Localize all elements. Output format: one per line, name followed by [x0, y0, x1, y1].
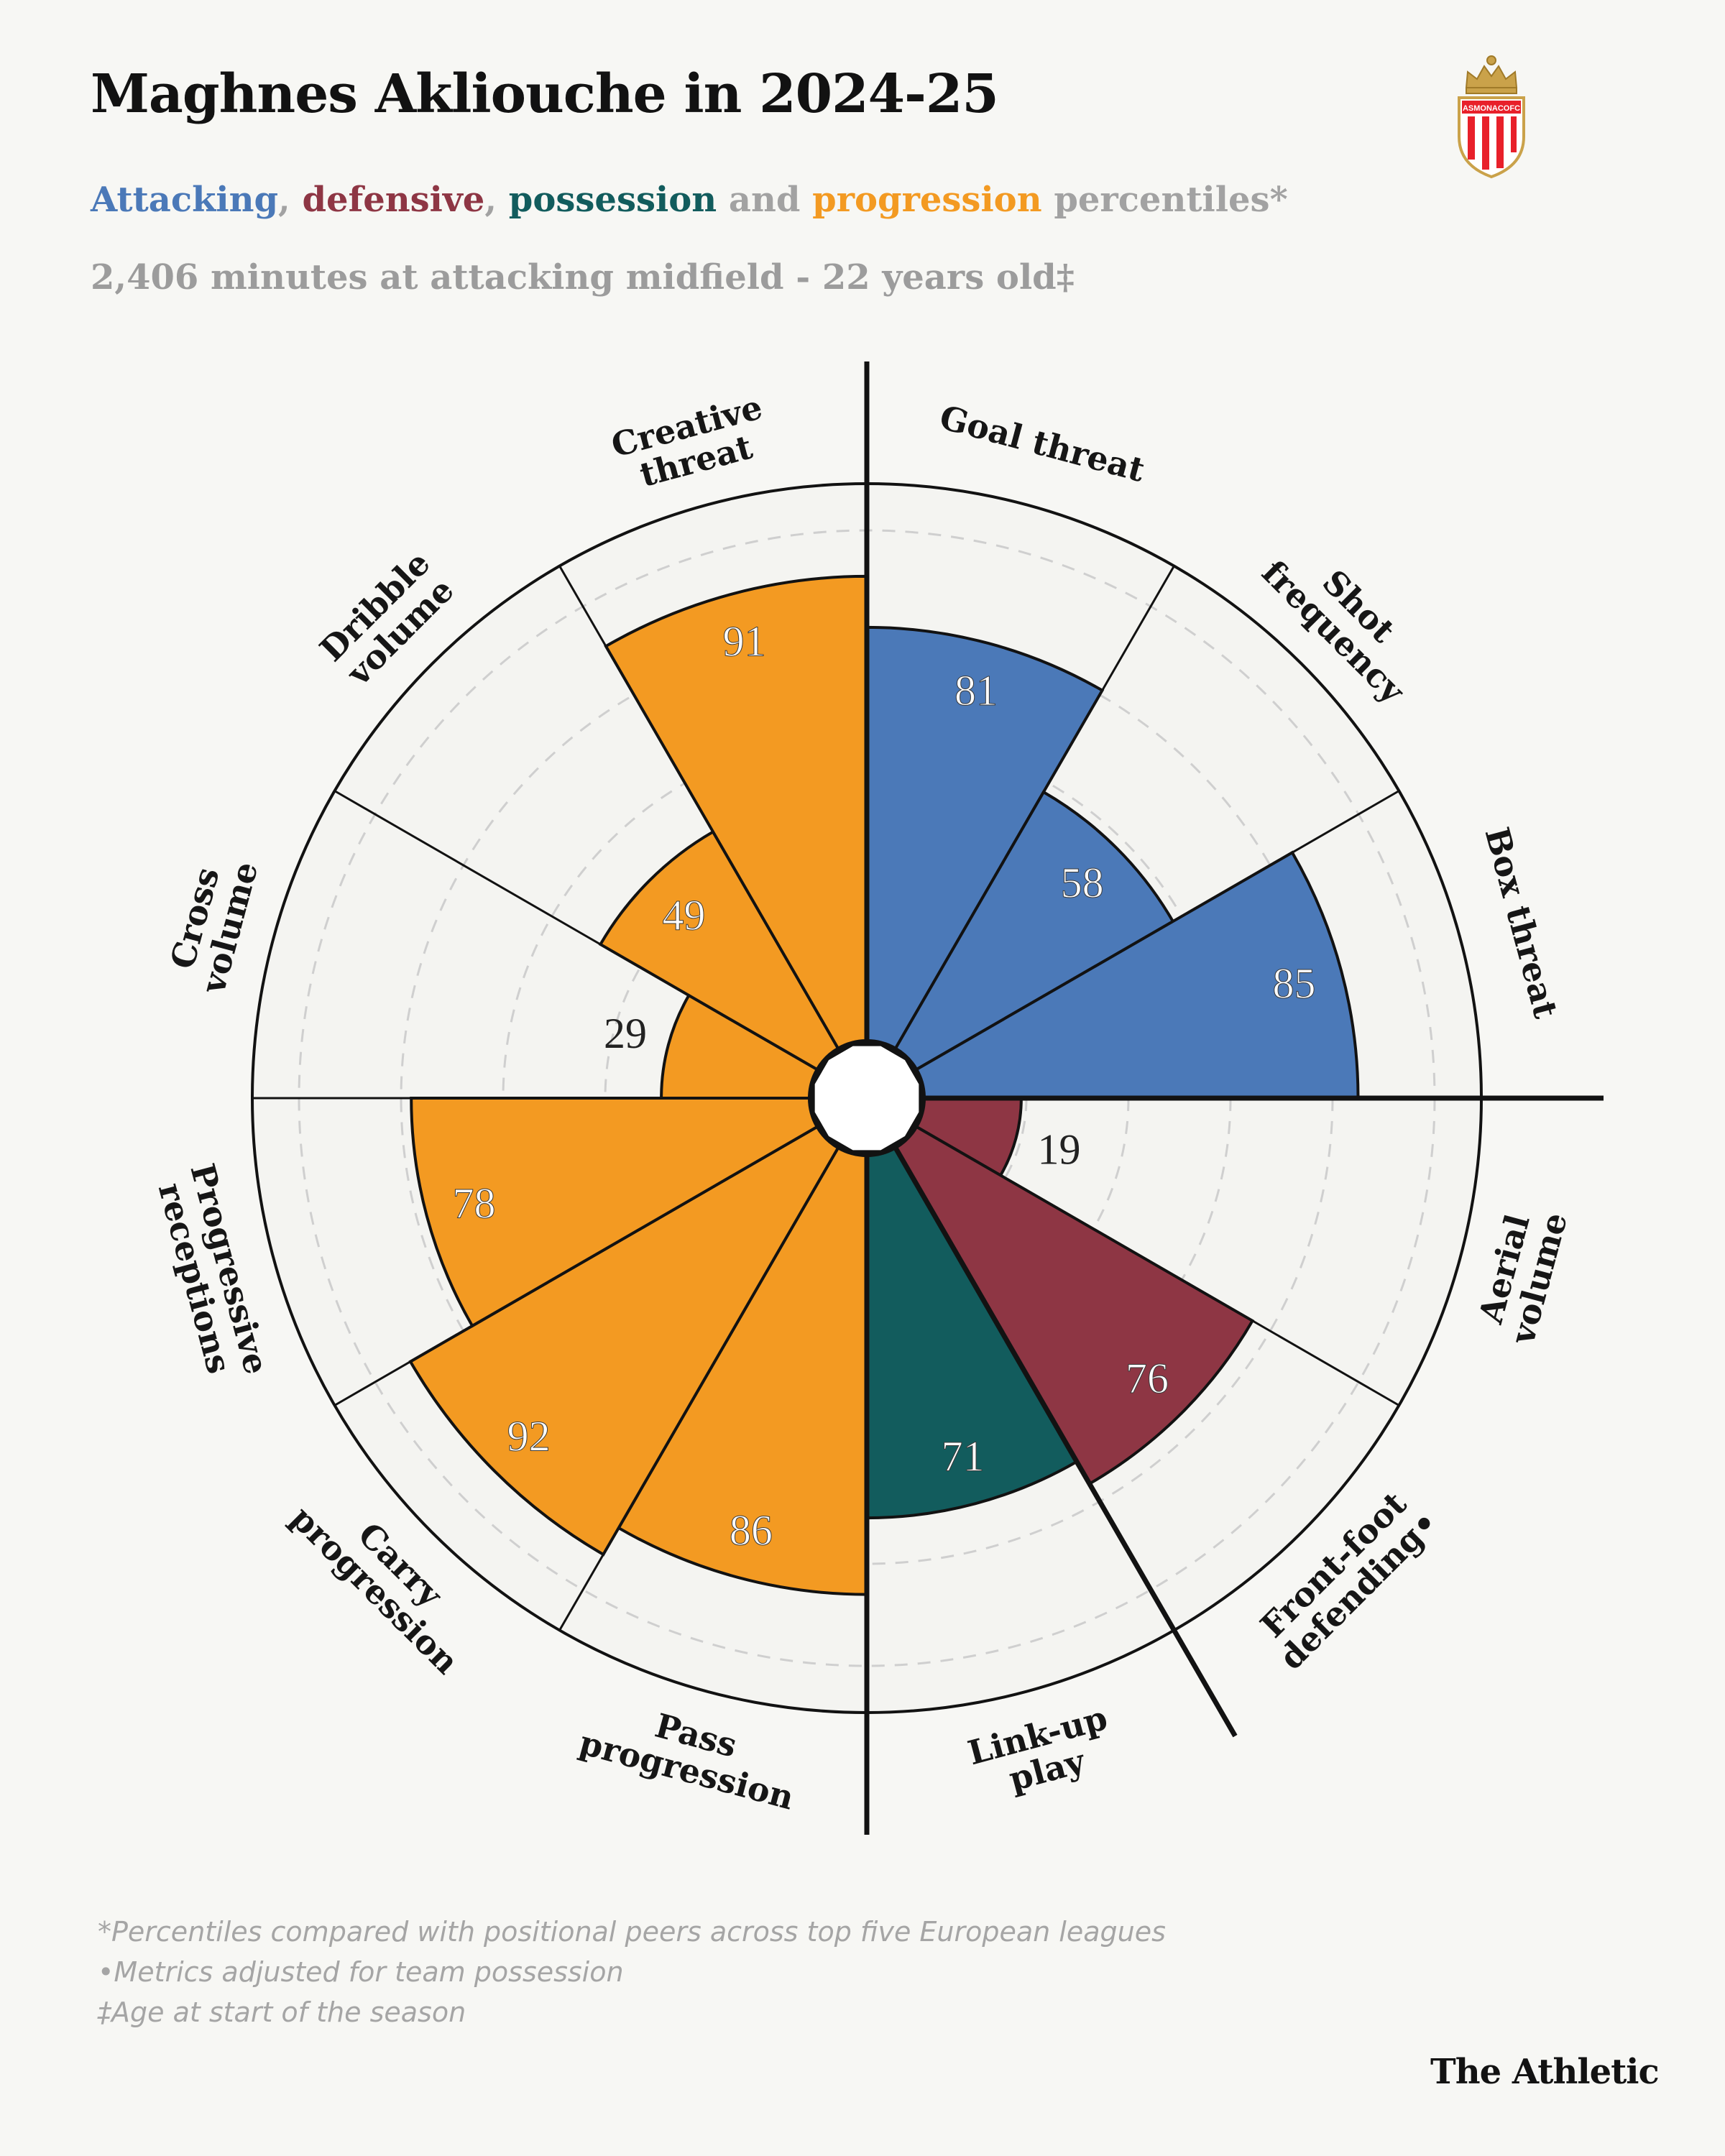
bar-box-threat: [914, 850, 1360, 1100]
sector-divider: [558, 1147, 840, 1631]
footnote-adjusted: •Metrics adjusted for team possession: [98, 1956, 624, 1988]
club-crest-icon: ASMONACOFC: [1458, 55, 1525, 179]
bar-goal-threat: [865, 625, 1105, 1051]
sector-divider: [334, 790, 818, 1071]
value-label: 49: [663, 892, 706, 939]
minutes-line: 2,406 minutes at attacking midfield - 22…: [91, 257, 1075, 298]
value-label: 71: [942, 1433, 985, 1480]
subtitle-sep: ,: [278, 180, 290, 220]
subtitle-progression: progression: [812, 180, 1042, 220]
footnotes: *Percentiles compared with positional pe…: [98, 1912, 1166, 2032]
sector-divider: [558, 565, 840, 1049]
sector-divider: [894, 565, 1175, 1049]
category-label: Box threat: [1478, 823, 1566, 1023]
crest-text: ASMONACOFC: [1463, 104, 1520, 113]
publisher-logo: The Athletic: [1430, 2052, 1660, 2092]
footnote-age: ‡Age at start of the season: [98, 1996, 466, 2028]
bar-pass-progression: [616, 1146, 868, 1596]
subtitle-possession: possession: [508, 180, 717, 220]
chart-subtitle: Attacking, defensive, possession and pro…: [91, 180, 1288, 220]
center-hub: [810, 1041, 924, 1155]
value-label: 29: [604, 1010, 647, 1057]
value-label: 19: [1037, 1126, 1080, 1174]
value-label: 58: [1061, 859, 1104, 906]
subtitle-defensive: defensive: [302, 180, 485, 220]
subtitle-and: and: [728, 180, 801, 220]
subtitle-sep: ,: [484, 180, 497, 220]
group-divider-axis: [893, 1146, 1238, 1738]
value-label: 91: [723, 617, 766, 665]
value-label: 76: [1126, 1355, 1169, 1402]
sector-divider: [334, 1125, 818, 1406]
value-label: 86: [730, 1506, 773, 1554]
subtitle-tail: percentiles*: [1054, 180, 1288, 220]
crown-icon: [1465, 55, 1518, 94]
subtitle-attacking: Attacking: [91, 180, 279, 220]
sector-divider: [916, 790, 1400, 1071]
value-label: 81: [954, 667, 998, 714]
value-label: 85: [1273, 960, 1316, 1008]
bar-carry-progression: [408, 1125, 840, 1557]
value-label: 78: [452, 1179, 495, 1227]
category-label: Goal threat: [936, 397, 1149, 489]
sector-divider: [916, 1125, 1400, 1406]
chart-title: Maghnes Akliouche in 2024-25: [91, 63, 999, 125]
bar-creative-threat: [604, 574, 868, 1051]
value-label: 92: [507, 1412, 551, 1460]
footnote-percentiles: *Percentiles compared with positional pe…: [98, 1916, 1166, 1948]
